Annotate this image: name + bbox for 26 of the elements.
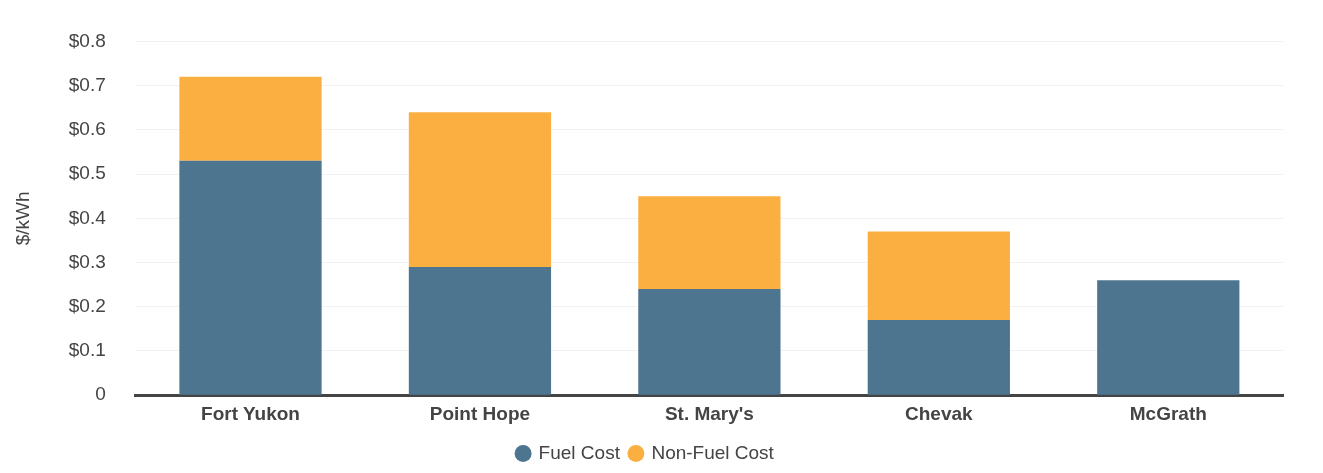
y-tick-label: $0.6 (68, 118, 106, 140)
bar (179, 160, 322, 395)
y-tick-label: $0.7 (68, 73, 106, 95)
y-tick-label: 0 (95, 383, 106, 405)
legend-label: Non-Fuel Cost (651, 441, 775, 463)
bar (867, 320, 1010, 395)
bar (179, 76, 322, 161)
y-tick-label: $0.1 (68, 339, 106, 361)
y-tick-label: $0.8 (68, 29, 106, 51)
bar (638, 196, 781, 290)
y-tick-label: $0.2 (68, 294, 106, 316)
bar (408, 266, 552, 395)
x-tick-label: McGrath (1129, 402, 1207, 424)
y-tick-label: $0.3 (68, 250, 106, 272)
y-tick-label: $0.4 (68, 206, 107, 228)
x-tick-label: St. Mary's (664, 402, 754, 424)
x-tick-label: Chevak (905, 402, 974, 424)
bar (638, 289, 781, 395)
x-tick-label: Point Hope (429, 402, 531, 424)
x-tick-label: Fort Yukon (201, 402, 300, 424)
legend-label: Fuel Cost (538, 441, 621, 463)
bar (408, 112, 552, 267)
bar (1097, 280, 1240, 395)
bar (867, 231, 1010, 321)
y-tick-label: $0.5 (68, 162, 106, 184)
y-axis-title: $/kWh (11, 191, 33, 246)
